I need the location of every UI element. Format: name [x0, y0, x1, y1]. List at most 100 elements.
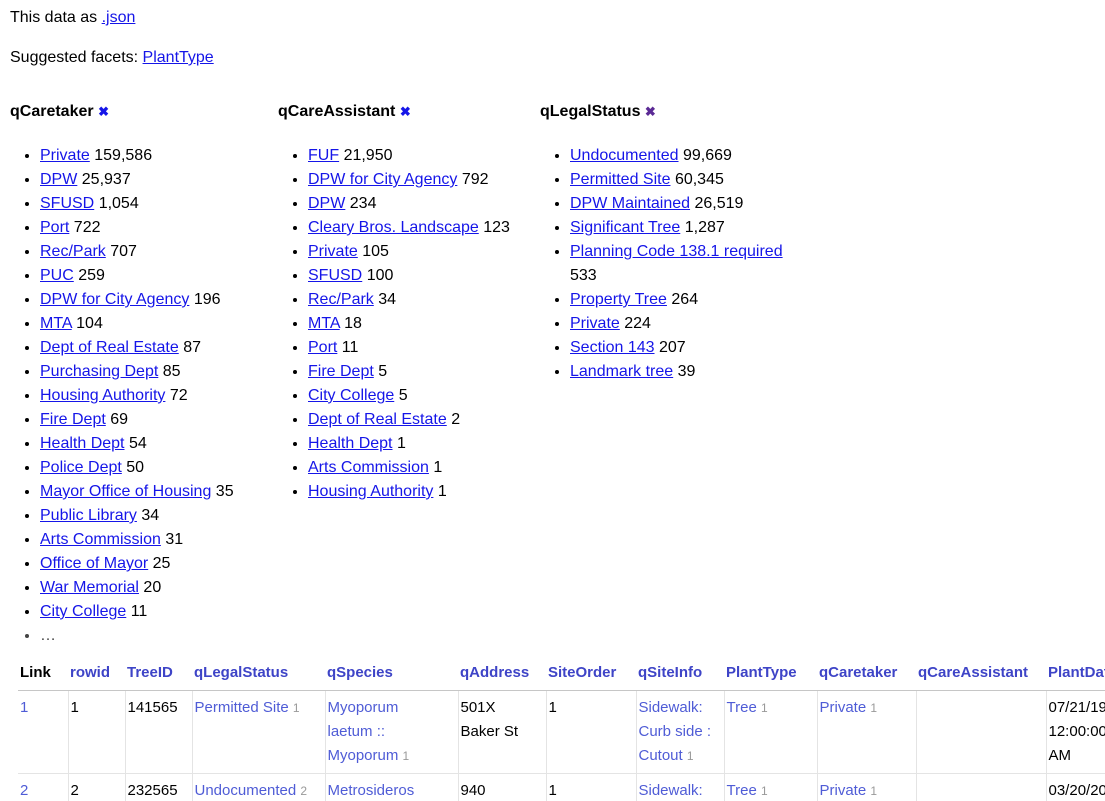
cell-value-link[interactable]: Tree: [726, 699, 757, 716]
facet-value-link[interactable]: DPW for City Agency: [308, 171, 458, 188]
facet-value-link[interactable]: Dept of Real Estate: [40, 339, 179, 356]
facet-value-link[interactable]: Permitted Site: [570, 171, 671, 188]
facet-item: Arts Commission 1: [308, 456, 530, 480]
facet-list: Private 159,586DPW 25,937SFUSD 1,054Port…: [10, 144, 278, 648]
facet-value-link[interactable]: Private: [40, 147, 90, 164]
sort-column-link[interactable]: qSpecies: [327, 664, 393, 681]
facet-title: qLegalStatus ✖: [540, 102, 795, 121]
facet-count: 5: [398, 387, 408, 404]
table-row: 1 1 141565 Permitted Site 1 Myoporum laetum …: [18, 690, 1105, 774]
sort-column-link[interactable]: PlantDate: [1048, 664, 1105, 681]
cell-value-link[interactable]: Private: [819, 699, 867, 716]
sort-column-link[interactable]: rowid: [70, 664, 110, 681]
facet-value-link[interactable]: Police Dept: [40, 459, 122, 476]
facet-item: Landmark tree 39: [570, 360, 785, 384]
facet-value-link[interactable]: Section 143: [570, 339, 655, 356]
facet-value-link[interactable]: Health Dept: [40, 435, 125, 452]
facet-value-link[interactable]: DPW for City Agency: [40, 291, 190, 308]
sort-column-link[interactable]: SiteOrder: [548, 664, 617, 681]
cell-value-link[interactable]: Private: [819, 782, 867, 799]
facet-count: 72: [169, 387, 188, 404]
facet-value-link[interactable]: Purchasing Dept: [40, 363, 159, 380]
facet-value-link[interactable]: Cleary Bros. Landscape: [308, 219, 479, 236]
facet-value-link[interactable]: MTA: [40, 315, 72, 332]
facet-value-link[interactable]: Arts Commission: [40, 531, 161, 548]
facet-value-link[interactable]: Dept of Real Estate: [308, 411, 447, 428]
row-link[interactable]: 2: [20, 782, 29, 799]
facet-value-link[interactable]: Arts Commission: [308, 459, 429, 476]
cell-TreeID: 232565: [125, 773, 193, 801]
suggested-facets-label: Suggested facets:: [10, 49, 139, 66]
facet-item: DPW for City Agency 792: [308, 168, 530, 192]
sort-column-link[interactable]: qCaretaker: [819, 664, 898, 681]
cell-value-link[interactable]: Metrosideros excelsa ::: [327, 782, 415, 799]
facet-value-link[interactable]: Private: [570, 315, 620, 332]
facet-value-link[interactable]: Significant Tree: [570, 219, 681, 236]
facet-value-link[interactable]: DPW: [308, 195, 346, 212]
facet-count: 69: [110, 411, 129, 428]
facet-value-link[interactable]: Rec/Park: [40, 243, 106, 260]
header-row: Link rowid TreeID qLegalStatus qSpecies qAddr…: [18, 660, 1105, 691]
facet-value-link[interactable]: City College: [308, 387, 395, 404]
facet-value-link[interactable]: Health Dept: [308, 435, 393, 452]
cell-qCareAssistant: [916, 773, 1047, 801]
facet-count: 792: [461, 171, 489, 188]
remove-facet-icon[interactable]: ✖: [399, 104, 411, 119]
remove-facet-icon[interactable]: ✖: [644, 104, 656, 119]
facet-count: 54: [128, 435, 147, 452]
facet-item: Police Dept 50: [40, 456, 268, 480]
cell-qLegalStatus: Permitted Site 1: [192, 690, 326, 774]
cell-value-link[interactable]: Permitted Site: [194, 699, 289, 716]
facet-value-link[interactable]: DPW Maintained: [570, 195, 691, 212]
facet-value-link[interactable]: Private: [308, 243, 358, 260]
facet-value-link[interactable]: MTA: [308, 315, 340, 332]
facet-value-link[interactable]: Mayor Office of Housing: [40, 483, 212, 500]
cell-value-link[interactable]: Sidewalk: Curb side : Cutout: [638, 699, 712, 764]
facet-value-link[interactable]: Fire Dept: [40, 411, 106, 428]
facet-value-link[interactable]: Public Library: [40, 507, 137, 524]
sort-column-link[interactable]: PlantType: [726, 664, 797, 681]
facet-item: Rec/Park 707: [40, 240, 268, 264]
row-link[interactable]: 1: [20, 699, 29, 716]
sort-column-link[interactable]: qCareAssistant: [918, 664, 1029, 681]
cell-value-link[interactable]: Tree: [726, 782, 757, 799]
facet-count: 99,669: [682, 147, 732, 164]
facet-value-link[interactable]: FUF: [308, 147, 340, 164]
facet-value-link[interactable]: Port: [308, 339, 338, 356]
cell-value-link[interactable]: Undocumented: [194, 782, 297, 799]
facet-value-link[interactable]: Fire Dept: [308, 363, 374, 380]
facet-value-link[interactable]: DPW: [40, 171, 78, 188]
sort-column-link[interactable]: qLegalStatus: [194, 664, 289, 681]
facet-value-link[interactable]: SFUSD: [308, 267, 363, 284]
cell-qAddress: 940 Elizabeth St: [458, 773, 547, 801]
facet-value-link[interactable]: Office of Mayor: [40, 555, 149, 572]
facet-value-link[interactable]: Landmark tree: [570, 363, 674, 380]
facet-value-link[interactable]: Planning Code 138.1 required: [570, 243, 783, 260]
facet-value-link[interactable]: Rec/Park: [308, 291, 374, 308]
facet-count: 1: [437, 483, 447, 500]
column-header-PlantType: PlantType: [724, 660, 817, 691]
remove-facet-icon[interactable]: ✖: [98, 104, 109, 119]
facet-value-link[interactable]: City College: [40, 603, 127, 620]
facet-value-link[interactable]: Undocumented: [570, 147, 679, 164]
facet-value-link[interactable]: War Memorial: [40, 579, 139, 596]
facet-item: Planning Code 138.1 required 533: [570, 240, 785, 288]
sort-column-link[interactable]: qAddress: [460, 664, 530, 681]
facet-value-link[interactable]: SFUSD: [40, 195, 95, 212]
facet-value-link[interactable]: Housing Authority: [308, 483, 434, 500]
json-export-link[interactable]: .json: [101, 9, 136, 26]
sort-column-link[interactable]: qSiteInfo: [638, 664, 703, 681]
facet-value-link[interactable]: Property Tree: [570, 291, 667, 308]
facet-value-link[interactable]: PUC: [40, 267, 74, 284]
facet-value-link[interactable]: Port: [40, 219, 70, 236]
cell-qLegalStatus: Undocumented 2: [192, 773, 326, 801]
cell-value-link[interactable]: Sidewalk: Curb side: [638, 782, 703, 799]
cell-TreeID: 141565: [125, 690, 193, 774]
facet-item: Public Library 34: [40, 504, 268, 528]
cell-qCaretaker: Private 1: [817, 773, 917, 801]
sort-column-link[interactable]: TreeID: [127, 664, 173, 681]
suggested-facet-planttype-link[interactable]: PlantType: [142, 49, 214, 66]
facet-value-link[interactable]: Housing Authority: [40, 387, 166, 404]
cell-value-link[interactable]: Myoporum laetum :: Myoporum: [327, 699, 399, 764]
facet-list: FUF 21,950DPW for City Agency 792DPW 234…: [278, 144, 540, 504]
